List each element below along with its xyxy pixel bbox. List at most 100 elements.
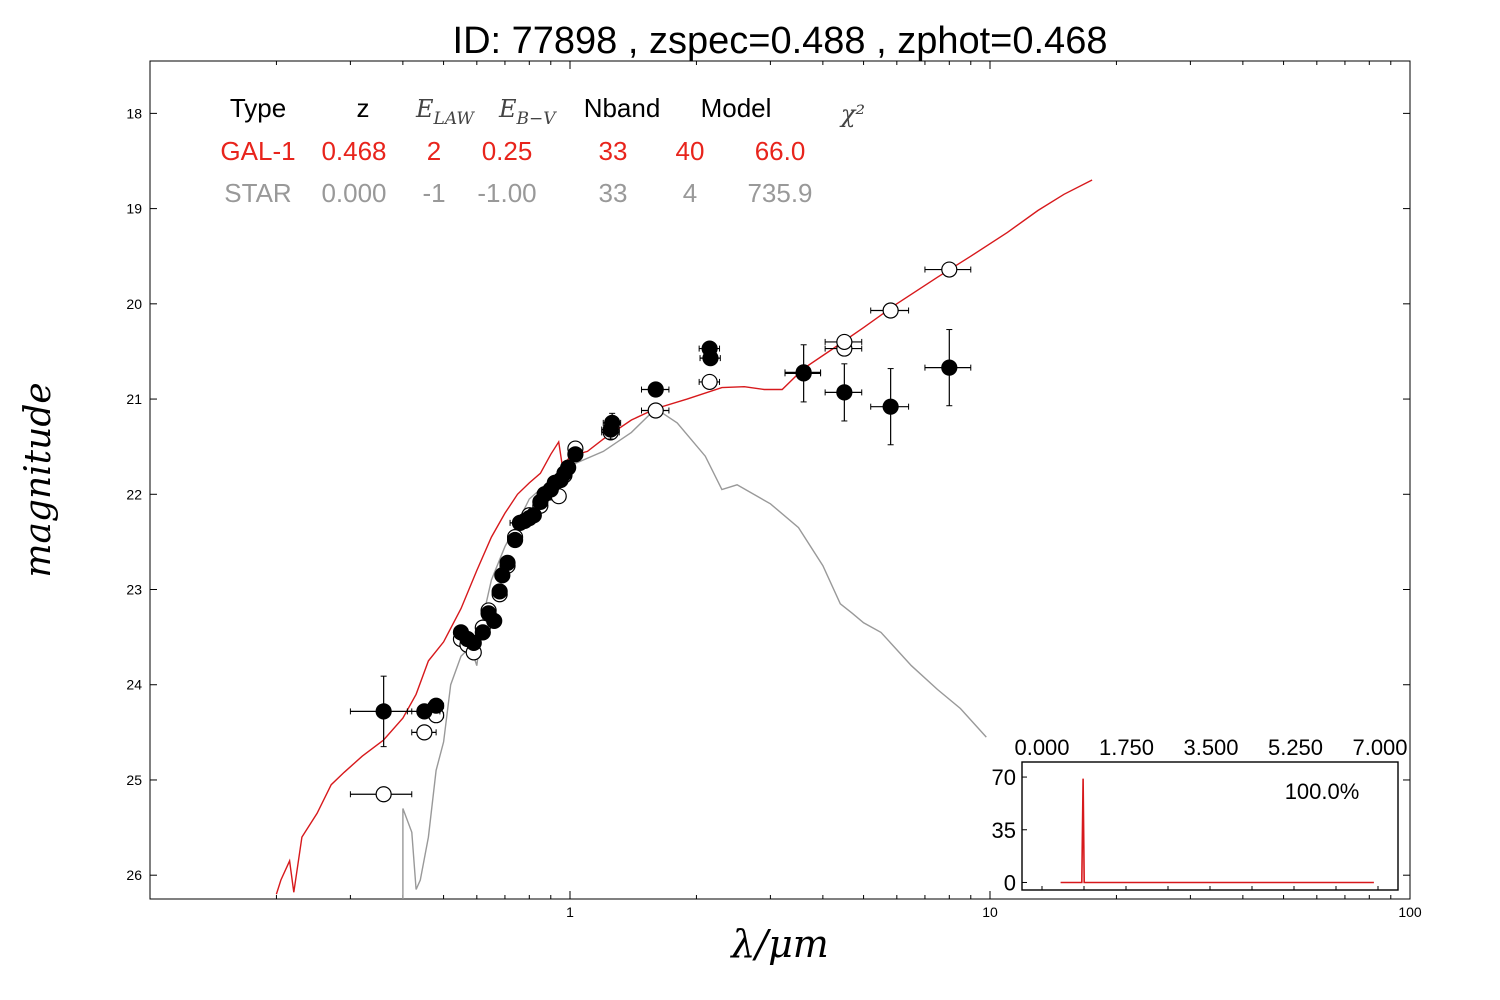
observed-point <box>474 624 491 641</box>
observed-point <box>567 446 584 463</box>
model-marker <box>647 402 664 419</box>
observed-point <box>499 554 516 571</box>
table-cell: -1 <box>422 178 445 208</box>
observed-point <box>491 583 508 600</box>
observed-marker <box>428 697 445 714</box>
model-point <box>641 402 670 419</box>
observed-marker <box>836 384 853 401</box>
model-marker <box>701 373 718 391</box>
table-cell: 4 <box>683 178 697 208</box>
table-cell: 0.000 <box>321 178 386 208</box>
table-cell: 66.0 <box>755 136 806 166</box>
model-point <box>411 724 437 741</box>
observed-marker <box>525 507 542 524</box>
model-marker <box>836 333 853 351</box>
inset-y-tick-label: 35 <box>992 818 1016 843</box>
fit-table: Type z ELAW EB−V Nband Model χ² GAL-1 0.468 2 0.25… <box>220 93 865 208</box>
model-point <box>824 333 863 351</box>
model-marker <box>375 786 392 803</box>
pdz-curve <box>1060 778 1374 884</box>
table-cell: 0.468 <box>321 136 386 166</box>
y-tick-label: 18 <box>126 105 142 121</box>
y-tick-label: 21 <box>126 391 142 407</box>
y-tick-label: 22 <box>126 486 142 502</box>
observed-marker <box>375 703 392 720</box>
table-header: Nband <box>584 93 661 123</box>
pdz-inset: 0.000 1.750 3.500 5.250 7.000 0 35 70 100.0% <box>992 735 1408 895</box>
model-point <box>870 302 910 319</box>
y-tick-label: 24 <box>126 677 142 693</box>
photometry-points <box>349 261 972 803</box>
table-header: χ² <box>839 100 865 128</box>
table-cell: 33 <box>599 178 628 208</box>
observed-point <box>870 368 910 446</box>
series-line-star <box>402 407 987 899</box>
observed-point <box>824 363 863 422</box>
model-point <box>349 786 413 803</box>
observed-marker <box>499 554 516 571</box>
inset-x-tick-label: 1.750 <box>1099 735 1154 760</box>
inset-x-tick-label: 3.500 <box>1183 735 1238 760</box>
table-cell: 0.25 <box>482 136 533 166</box>
y-tick-label: 19 <box>126 201 142 217</box>
observed-marker <box>882 398 899 415</box>
x-axis-label: λ/μm <box>729 922 829 966</box>
observed-point <box>427 697 445 714</box>
inset-y-tick-label: 70 <box>992 765 1016 790</box>
observed-point <box>465 634 482 651</box>
observed-point <box>602 412 622 433</box>
inset-x-tick-label: 7.000 <box>1352 735 1407 760</box>
table-cell: -1.00 <box>477 178 536 208</box>
table-header: ELAW <box>415 95 475 129</box>
observed-point <box>784 344 822 403</box>
inset-x-tick-label: 5.250 <box>1268 735 1323 760</box>
observed-marker <box>465 634 482 651</box>
series-line-gal-1 <box>275 179 1093 895</box>
inset-y-tick-label: 0 <box>1004 870 1016 895</box>
observed-marker <box>567 446 584 463</box>
observed-point <box>525 507 542 524</box>
observed-point <box>641 381 670 398</box>
table-cell: 33 <box>599 136 628 166</box>
table-cell: GAL-1 <box>220 136 295 166</box>
observed-point <box>506 531 524 549</box>
observed-point <box>486 612 503 630</box>
y-axis-label: magnitude <box>18 382 59 577</box>
y-tick-label: 20 <box>126 296 142 312</box>
table-cell: 735.9 <box>747 178 812 208</box>
x-tick-label: 1 <box>566 904 574 920</box>
model-marker <box>882 302 899 319</box>
chart-title: ID: 77898 , zspec=0.488 , zphot=0.468 <box>453 20 1108 62</box>
observed-marker <box>941 359 958 376</box>
observed-marker <box>491 583 508 600</box>
table-header: Type <box>230 93 286 123</box>
observed-point <box>699 350 721 367</box>
observed-point <box>349 675 413 748</box>
observed-marker <box>702 350 719 367</box>
plot-frame <box>149 60 1411 900</box>
x-tick-label: 100 <box>1398 904 1422 920</box>
x-tick-label: 10 <box>982 904 998 920</box>
observed-marker <box>795 365 812 382</box>
inset-percent-label: 100.0% <box>1285 779 1360 804</box>
table-cell: STAR <box>224 178 291 208</box>
table-header: EB−V <box>498 95 557 129</box>
observed-marker <box>604 414 621 431</box>
observed-marker <box>506 531 524 549</box>
observed-marker <box>486 612 503 630</box>
model-curves <box>275 179 1093 899</box>
model-point <box>924 261 972 278</box>
y-tick-label: 26 <box>126 867 142 883</box>
observed-marker <box>474 624 491 641</box>
model-point <box>698 373 721 391</box>
table-header: Model <box>701 93 772 123</box>
model-marker <box>416 724 433 741</box>
inset-x-tick-label: 0.000 <box>1014 735 1069 760</box>
table-header: z <box>357 93 370 123</box>
observed-point <box>924 329 972 407</box>
y-tick-label: 25 <box>126 772 142 788</box>
observed-marker <box>560 459 577 476</box>
model-marker <box>941 261 958 278</box>
